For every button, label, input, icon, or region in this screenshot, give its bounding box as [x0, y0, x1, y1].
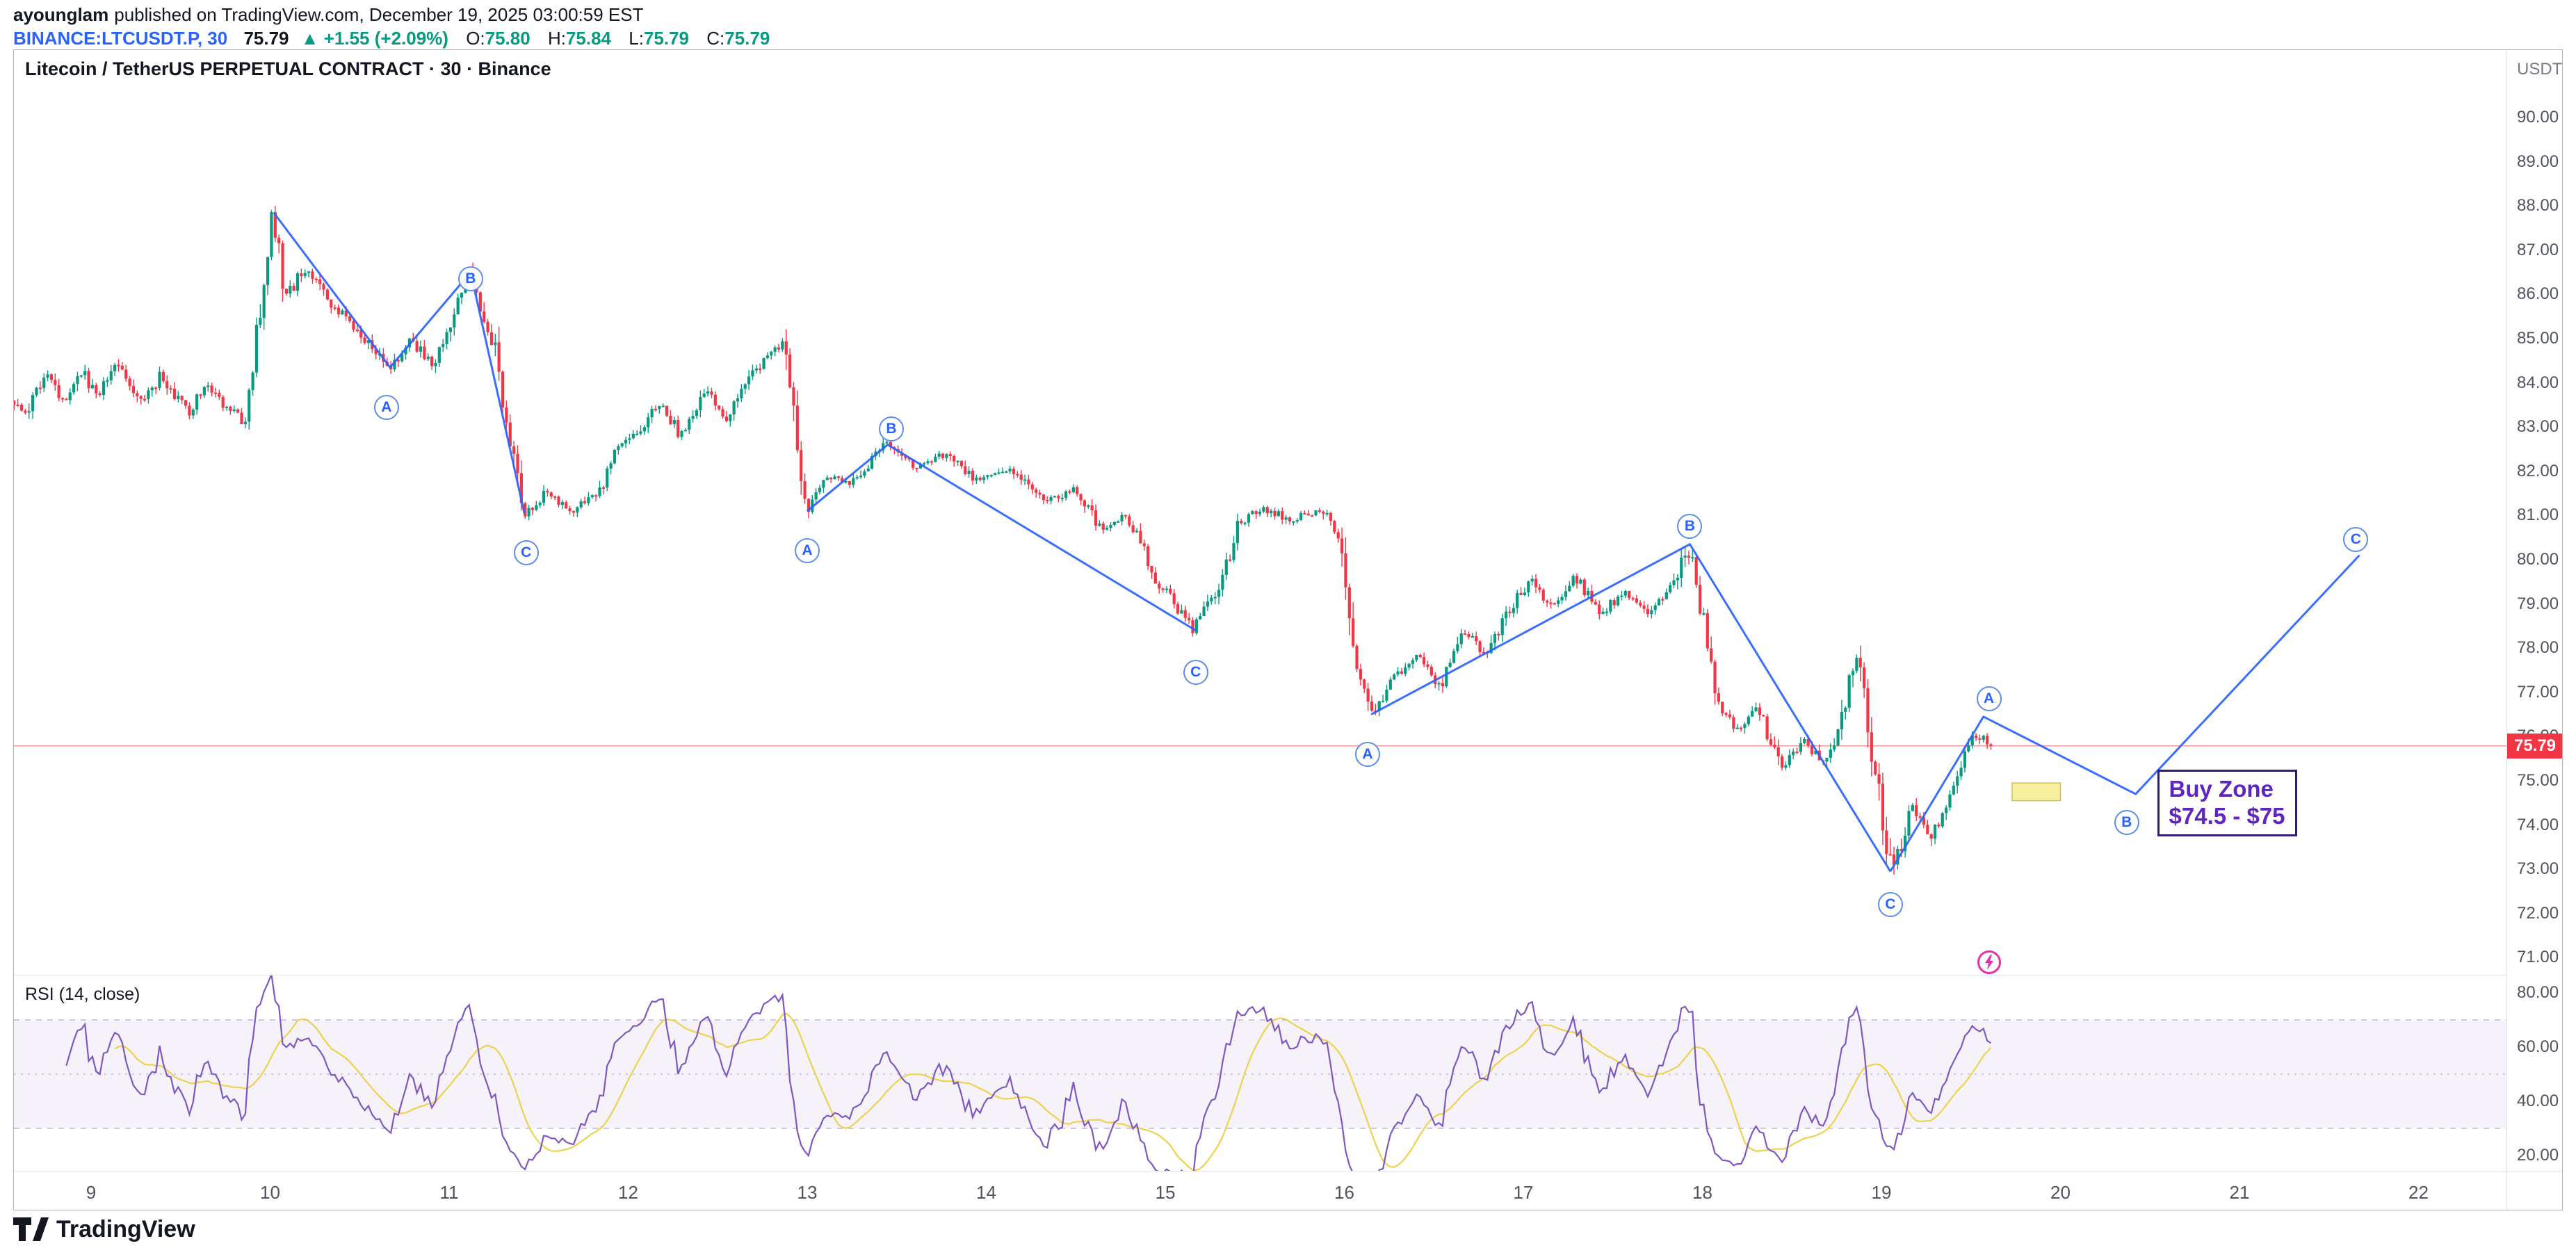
trend-line[interactable] [807, 444, 1197, 632]
tradingview-brand[interactable]: TradingView [56, 1215, 195, 1242]
time-axis-label: 22 [2408, 1182, 2429, 1203]
price-axis-label: 87.00 [2517, 240, 2559, 259]
symbol-link[interactable]: BINANCE:LTCUSDT.P, 30 [13, 28, 228, 49]
last-price-tag: 75.79 [2507, 733, 2562, 759]
price-axis-label: 74.00 [2517, 815, 2559, 834]
price-axis-label: 72.00 [2517, 903, 2559, 923]
wave-label-c[interactable]: C [1877, 892, 1903, 918]
price-axis-label: 83.00 [2517, 417, 2559, 437]
wave-label-a[interactable]: A [1976, 686, 2002, 712]
price-axis-label: 90.00 [2517, 108, 2559, 127]
open-value: O:75.80 [466, 28, 530, 49]
rsi-axis-label: 40.00 [2517, 1092, 2559, 1110]
rsi-line [65, 975, 1992, 1171]
published-line: ayounglam published on TradingView.com, D… [13, 3, 770, 26]
price-axis-label: 77.00 [2517, 682, 2559, 702]
time-axis-label: 20 [2050, 1182, 2071, 1203]
wave-label-b[interactable]: B [1677, 514, 1703, 540]
price-axis-label: 86.00 [2517, 284, 2559, 304]
change-value: +1.55 (+2.09%) [323, 28, 448, 49]
price-pane[interactable] [14, 50, 2506, 975]
time-axis-label: 16 [1334, 1182, 1354, 1203]
price-axis-label: 82.00 [2517, 461, 2559, 480]
price-axis-label: 84.00 [2517, 373, 2559, 392]
wave-label-b[interactable]: B [2114, 810, 2139, 836]
chart-legend[interactable]: Litecoin / TetherUS PERPETUAL CONTRACT ·… [25, 58, 551, 79]
wave-label-a[interactable]: A [795, 538, 820, 564]
price-change: ▲ +1.55 (+2.09%) [301, 28, 453, 49]
price-axis-label: 75.00 [2517, 771, 2559, 790]
highlight-zone[interactable] [2011, 782, 2061, 802]
time-axis-label: 14 [976, 1182, 996, 1203]
wave-label-b[interactable]: B [457, 266, 483, 292]
wave-label-a[interactable]: A [373, 394, 399, 420]
price-axis-label: 73.00 [2517, 859, 2559, 879]
wave-label-a[interactable]: A [1354, 741, 1380, 767]
wave-label-c[interactable]: C [2343, 527, 2369, 553]
price-axis-label: 89.00 [2517, 152, 2559, 171]
rsi-axis-label: 20.00 [2517, 1146, 2559, 1165]
lightning-bolt-icon [1984, 954, 1993, 970]
time-axis-label: 9 [86, 1182, 97, 1203]
buy-zone-label[interactable]: Buy Zone $74.5 - $75 [2157, 770, 2297, 836]
time-axis-label: 17 [1513, 1182, 1534, 1203]
wave-label-b[interactable]: B [879, 416, 905, 442]
buy-zone-range: $74.5 - $75 [2169, 803, 2285, 829]
price-axis-label: 71.00 [2517, 948, 2559, 967]
price-axis-label: 81.00 [2517, 505, 2559, 525]
time-axis-label: 13 [797, 1182, 818, 1203]
time-axis-separator [14, 1171, 2562, 1172]
time-axis-label: 21 [2229, 1182, 2250, 1203]
trend-line[interactable] [1370, 543, 1892, 873]
price-axis-label: 88.00 [2517, 196, 2559, 216]
candles [14, 205, 1993, 875]
price-axis-label: 80.00 [2517, 550, 2559, 569]
change-arrow-icon: ▲ [300, 28, 319, 49]
time-axis-label: 15 [1155, 1182, 1176, 1203]
rsi-ma-line [114, 1012, 1992, 1171]
footer-bar: TradingView [0, 1210, 2576, 1248]
published-info: published on TradingView.com, December 1… [114, 4, 644, 25]
close-value: C:75.79 [706, 28, 770, 49]
flash-icon[interactable] [1977, 950, 2001, 974]
currency-label: USDT [2517, 60, 2563, 79]
time-axis-label: 12 [618, 1182, 638, 1203]
time-axis-label: 19 [1871, 1182, 1892, 1203]
trend-line[interactable] [1889, 554, 2360, 873]
price-axis-label: 79.00 [2517, 594, 2559, 613]
time-axis-label: 18 [1692, 1182, 1712, 1203]
wave-label-c[interactable]: C [1183, 660, 1208, 686]
time-axis-label: 11 [439, 1182, 459, 1203]
rsi-axis-label: 60.00 [2517, 1037, 2559, 1056]
symbol-line: BINANCE:LTCUSDT.P, 30 75.79 ▲ +1.55 (+2.… [13, 27, 770, 50]
buy-zone-title: Buy Zone [2169, 776, 2274, 802]
wave-label-c[interactable]: C [513, 540, 539, 566]
header-last-price: 75.79 [243, 28, 289, 49]
time-axis-label: 10 [260, 1182, 280, 1203]
chart-frame: Litecoin / TetherUS PERPETUAL CONTRACT ·… [13, 49, 2563, 1210]
price-axis-label: 78.00 [2517, 638, 2559, 658]
rsi-pane[interactable] [14, 975, 2506, 1171]
rsi-axis-label: 80.00 [2517, 983, 2559, 1002]
rsi-legend[interactable]: RSI (14, close) [25, 984, 140, 1004]
price-axis-separator [2506, 50, 2507, 1210]
high-value: H:75.84 [547, 28, 612, 49]
author-name[interactable]: ayounglam [13, 4, 109, 25]
trend-line[interactable] [273, 211, 526, 514]
price-axis-label: 85.00 [2517, 329, 2559, 348]
tradingview-logo-icon[interactable] [13, 1215, 49, 1243]
snapshot-header: ayounglam published on TradingView.com, D… [13, 3, 770, 50]
low-value: L:75.79 [629, 28, 690, 49]
